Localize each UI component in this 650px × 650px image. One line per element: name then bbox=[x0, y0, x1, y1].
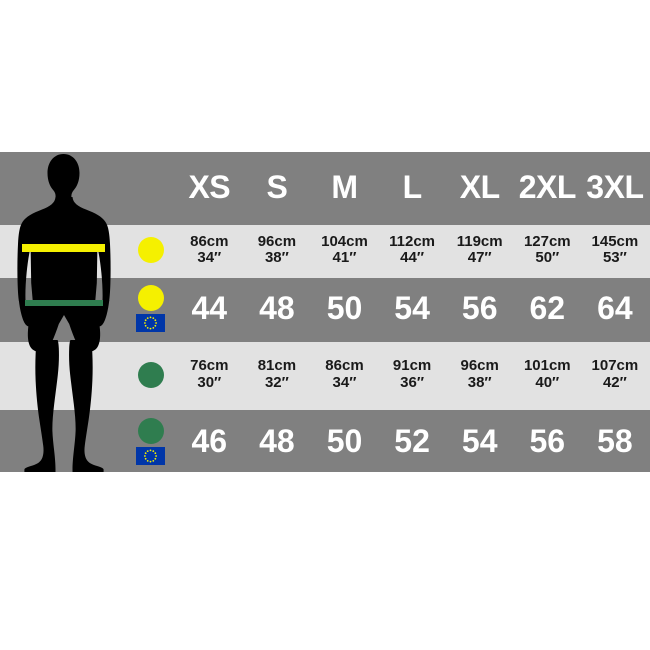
cell-chest-eu-size-3xl: 64 bbox=[582, 278, 648, 339]
cell-waist-measure-m: 86cm 34″ bbox=[312, 342, 377, 407]
column-header-2xl: 2XL bbox=[515, 152, 580, 222]
measure-stack: 96cm 38″ bbox=[257, 232, 297, 266]
column-header-l: L bbox=[379, 152, 445, 222]
measure-stack: 81cm 32″ bbox=[257, 357, 297, 391]
cell-chest-eu-size-xl: 56 bbox=[447, 278, 512, 339]
column-header-xl: XL bbox=[447, 152, 512, 222]
measure-cm: 81cm bbox=[257, 357, 297, 375]
measure-inch: 42″ bbox=[602, 373, 627, 391]
cell-waist-measure-s: 81cm 32″ bbox=[244, 342, 310, 407]
cell-chest-eu-size-xs: 44 bbox=[177, 278, 242, 339]
measure-stack: 127cm 50″ bbox=[523, 232, 571, 266]
legend-cell-chest-eu-size bbox=[127, 278, 174, 339]
cell-waist-eu-size-xs: 46 bbox=[177, 410, 242, 472]
legend-cell-waist-measure bbox=[127, 342, 174, 407]
male-body-silhouette bbox=[17, 154, 111, 472]
measure-cm: 104cm bbox=[321, 232, 368, 250]
column-header-s: S bbox=[244, 152, 310, 222]
cell-chest-eu-size-m: 50 bbox=[312, 278, 377, 339]
legend-cell-chest-measure bbox=[127, 225, 174, 275]
measure-inch: 53″ bbox=[602, 249, 627, 266]
cell-chest-measure-l: 112cm 44″ bbox=[379, 225, 445, 275]
measure-cm: 91cm bbox=[392, 357, 432, 375]
measure-inch: 50″ bbox=[535, 249, 560, 266]
waist-measure-line bbox=[25, 300, 103, 306]
cell-chest-measure-m: 104cm 41″ bbox=[312, 225, 377, 275]
cell-chest-measure-3xl: 145cm 53″ bbox=[582, 225, 648, 275]
measure-stack: 119cm 47″ bbox=[456, 232, 503, 266]
measure-inch: 38″ bbox=[467, 373, 492, 391]
cell-waist-measure-3xl: 107cm 42″ bbox=[582, 342, 648, 407]
cell-waist-measure-l: 91cm 36″ bbox=[379, 342, 445, 407]
measure-cm: 76cm bbox=[190, 357, 229, 375]
cell-chest-measure-xs: 86cm 34″ bbox=[177, 225, 242, 275]
measure-stack: 76cm 30″ bbox=[190, 357, 229, 391]
measure-cm: 145cm bbox=[591, 232, 639, 250]
cell-waist-eu-size-3xl: 58 bbox=[582, 410, 648, 472]
cell-waist-eu-size-xl: 54 bbox=[447, 410, 512, 472]
cell-waist-measure-2xl: 101cm 40″ bbox=[515, 342, 580, 407]
yellow-circle-icon bbox=[137, 237, 164, 263]
cell-waist-eu-size-l: 52 bbox=[379, 410, 445, 472]
measure-inch: 34″ bbox=[332, 373, 357, 391]
eu-flag-icon bbox=[136, 314, 165, 332]
cell-chest-measure-s: 96cm 38″ bbox=[244, 225, 310, 275]
measure-inch: 41″ bbox=[332, 249, 357, 266]
measure-inch: 40″ bbox=[535, 373, 560, 391]
cell-chest-eu-size-s: 48 bbox=[244, 278, 310, 339]
measure-stack: 101cm 40″ bbox=[523, 357, 571, 391]
cell-waist-measure-xl: 96cm 38″ bbox=[447, 342, 512, 407]
male-body-silhouette-panel bbox=[0, 152, 127, 472]
cell-chest-measure-2xl: 127cm 50″ bbox=[515, 225, 580, 275]
measure-stack: 104cm 41″ bbox=[321, 232, 368, 266]
measure-cm: 112cm bbox=[389, 232, 436, 250]
measure-cm: 86cm bbox=[325, 357, 364, 375]
legend-cell-waist-eu-size bbox=[127, 410, 174, 472]
measure-cm: 101cm bbox=[523, 357, 571, 375]
measure-inch: 44″ bbox=[400, 249, 425, 266]
green-circle-icon bbox=[137, 361, 164, 388]
cell-chest-eu-size-2xl: 62 bbox=[515, 278, 580, 339]
measure-cm: 119cm bbox=[456, 232, 503, 250]
measure-inch: 32″ bbox=[264, 373, 289, 391]
yellow-circle-icon bbox=[137, 285, 164, 311]
cell-waist-eu-size-2xl: 56 bbox=[515, 410, 580, 472]
column-header-3xl: 3XL bbox=[582, 152, 648, 222]
measure-stack: 107cm 42″ bbox=[591, 357, 639, 391]
cell-waist-eu-size-s: 48 bbox=[244, 410, 310, 472]
cell-waist-eu-size-m: 50 bbox=[312, 410, 377, 472]
measure-cm: 96cm bbox=[257, 232, 297, 250]
green-circle-icon bbox=[137, 417, 164, 444]
measure-stack: 91cm 36″ bbox=[392, 357, 432, 391]
measure-inch: 47″ bbox=[467, 249, 492, 266]
measure-inch: 34″ bbox=[197, 249, 222, 266]
cell-waist-measure-xs: 76cm 30″ bbox=[177, 342, 242, 407]
measure-inch: 38″ bbox=[264, 249, 289, 266]
measure-stack: 86cm 34″ bbox=[325, 357, 364, 391]
column-header-m: M bbox=[312, 152, 377, 222]
eu-flag-icon bbox=[136, 446, 165, 465]
measure-inch: 36″ bbox=[400, 373, 425, 391]
measure-stack: 96cm 38″ bbox=[460, 357, 499, 391]
cell-chest-measure-xl: 119cm 47″ bbox=[447, 225, 512, 275]
measure-cm: 96cm bbox=[460, 357, 499, 375]
column-header-xs: XS bbox=[177, 152, 242, 222]
size-table: XS S M L XL 2XL 3XL 86cm 34″ 96cm 38″ 104cm 41″ 112cm… bbox=[127, 152, 650, 472]
chest-measure-line bbox=[22, 244, 105, 252]
measure-cm: 107cm bbox=[591, 357, 639, 375]
measure-cm: 127cm bbox=[523, 232, 571, 250]
legend-header-cell bbox=[127, 152, 174, 222]
measure-stack: 145cm 53″ bbox=[591, 232, 639, 266]
measure-stack: 86cm 34″ bbox=[190, 232, 229, 266]
measure-stack: 112cm 44″ bbox=[389, 232, 436, 266]
measure-inch: 30″ bbox=[197, 373, 222, 391]
cell-chest-eu-size-l: 54 bbox=[379, 278, 445, 339]
measure-cm: 86cm bbox=[190, 232, 229, 250]
size-chart: XS S M L XL 2XL 3XL 86cm 34″ 96cm 38″ 104cm 41″ 112cm… bbox=[0, 152, 650, 472]
